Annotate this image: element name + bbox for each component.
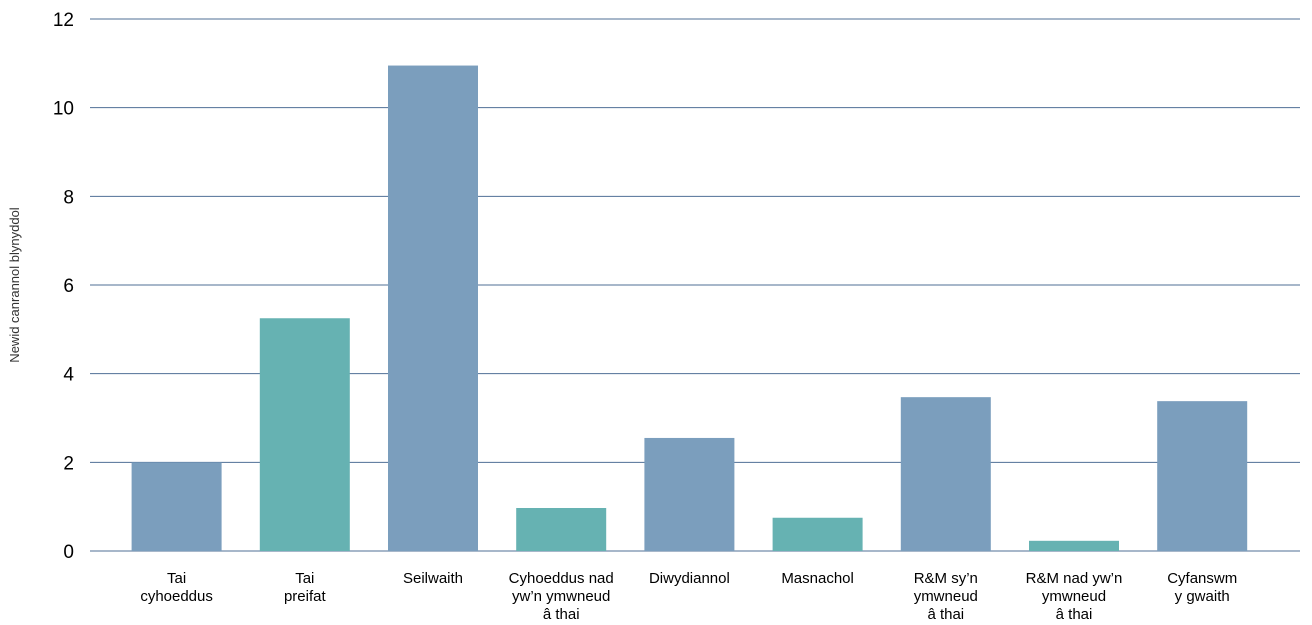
bar — [900, 397, 991, 551]
bar — [644, 437, 735, 551]
bar — [1157, 401, 1248, 551]
y-tick-label: 0 — [63, 542, 74, 563]
y-tick-label: 10 — [53, 99, 74, 120]
bar — [772, 517, 863, 551]
x-tick-label: Seilwaith — [403, 570, 463, 587]
x-tick-label: Masnachol — [781, 570, 854, 587]
y-tick-label: 4 — [63, 365, 74, 386]
x-tick-label: Diwydiannol — [649, 570, 730, 587]
x-tick-label: Cyfanswm y gwaith — [1167, 570, 1237, 605]
x-tick-label: Tai preifat — [284, 570, 327, 605]
y-axis-label: Newid canrannol blynyddol — [7, 207, 22, 362]
bar — [388, 65, 478, 552]
x-tick-label: R&M sy’n ymwneud â thai — [914, 570, 978, 623]
bars — [131, 65, 1248, 552]
y-axis-ticks: 0 2 4 6 8 10 12 — [53, 10, 75, 563]
x-axis-ticks: Tai cyhoeddus Tai preifat Seilwaith Cyhoeddus… — [140, 570, 1237, 623]
y-tick-label: 2 — [63, 453, 74, 474]
bar — [259, 318, 350, 551]
x-tick-label: Tai cyhoeddus — [140, 570, 213, 605]
y-tick-label: 6 — [63, 276, 74, 297]
y-tick-label: 8 — [63, 187, 74, 208]
bar — [1029, 540, 1119, 551]
x-tick-label: Cyhoeddus nad yw’n ymwneud â thai — [509, 570, 614, 623]
y-tick-label: 12 — [53, 10, 74, 31]
bar — [516, 507, 607, 551]
x-tick-label: R&M nad yw’n ymwneud â thai — [1026, 570, 1123, 623]
bar — [131, 462, 222, 551]
